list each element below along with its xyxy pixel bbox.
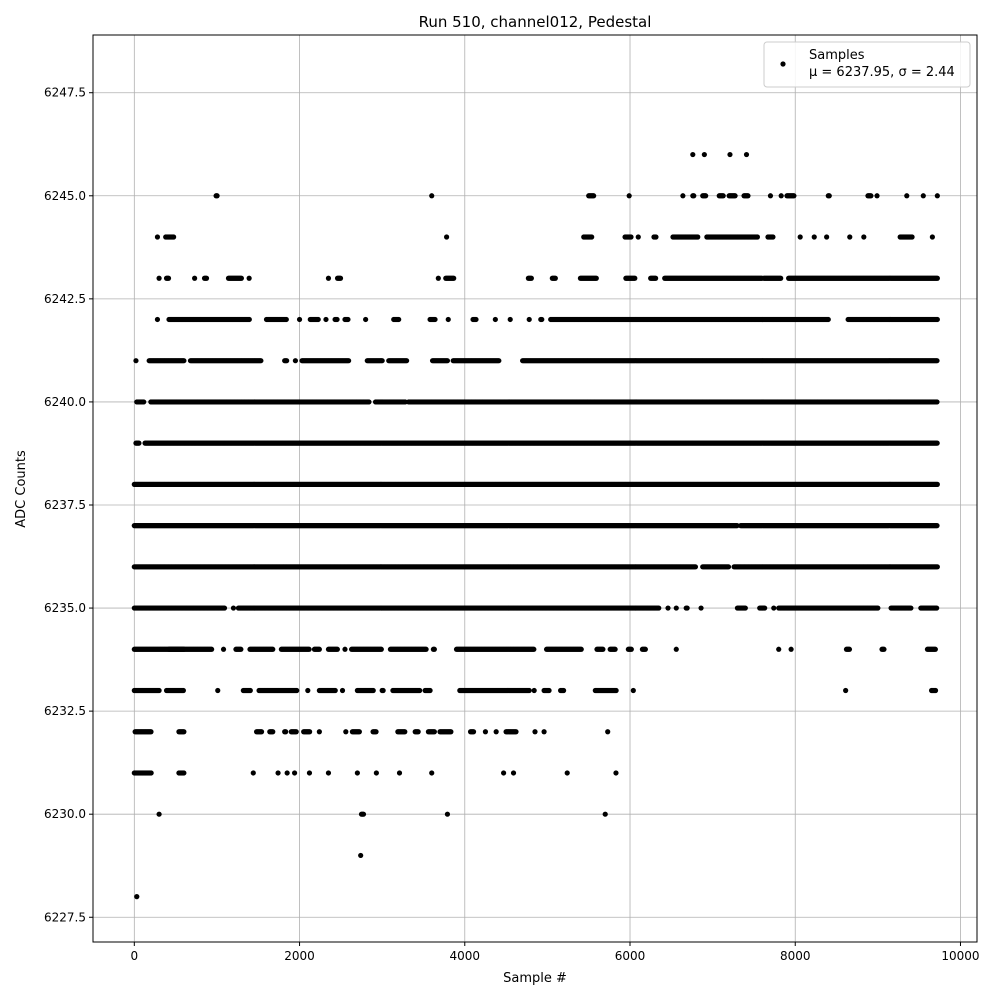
data-point xyxy=(396,316,402,323)
data-point xyxy=(246,316,252,323)
data-point xyxy=(323,316,329,323)
data-point xyxy=(680,193,686,199)
data-point xyxy=(727,151,733,158)
data-point xyxy=(847,234,853,240)
data-point xyxy=(156,275,162,281)
data-point xyxy=(203,275,210,281)
data-point xyxy=(934,523,940,529)
data-point xyxy=(429,193,435,199)
data-point xyxy=(445,316,451,323)
data-point xyxy=(791,193,797,199)
data-point xyxy=(934,316,940,323)
data-point xyxy=(635,234,641,240)
data-point xyxy=(192,275,198,281)
data-point xyxy=(492,316,498,323)
data-point xyxy=(136,440,142,446)
data-point xyxy=(133,358,139,364)
data-point xyxy=(874,193,880,199)
data-point xyxy=(589,234,595,240)
data-point xyxy=(246,275,252,281)
data-point xyxy=(284,358,290,364)
data-point xyxy=(695,234,701,240)
data-point xyxy=(632,275,638,281)
data-point xyxy=(283,316,289,323)
data-point xyxy=(934,399,940,405)
data-point xyxy=(691,193,697,199)
data-point xyxy=(539,316,545,323)
data-point xyxy=(824,234,830,240)
data-point xyxy=(825,316,831,323)
data-point xyxy=(296,316,303,323)
data-point xyxy=(745,193,751,199)
data-point xyxy=(345,316,351,323)
data-point xyxy=(653,234,659,240)
data-point xyxy=(404,358,410,364)
data-point xyxy=(868,193,874,199)
data-point xyxy=(720,193,726,199)
data-point xyxy=(292,358,299,364)
data-point xyxy=(934,358,940,364)
data-point xyxy=(334,316,340,323)
data-point xyxy=(797,234,803,240)
data-point xyxy=(701,151,707,158)
data-point xyxy=(909,234,915,240)
data-point xyxy=(258,358,264,364)
data-point xyxy=(653,275,659,281)
data-point xyxy=(363,316,369,323)
data-point xyxy=(444,358,451,364)
data-point xyxy=(526,316,532,323)
data-point xyxy=(934,275,940,281)
data-point xyxy=(337,275,344,281)
data-point xyxy=(432,316,438,323)
data-point xyxy=(703,193,709,199)
data-point xyxy=(934,193,940,199)
data-point xyxy=(154,316,161,323)
data-point xyxy=(593,275,599,281)
data-point xyxy=(934,440,940,446)
data-point xyxy=(552,275,558,281)
data-points xyxy=(131,151,940,900)
data-point xyxy=(325,275,332,281)
data-point xyxy=(496,358,502,364)
data-point xyxy=(767,193,774,199)
data-point xyxy=(366,399,372,405)
data-point xyxy=(238,275,244,281)
data-point xyxy=(628,234,634,240)
data-point xyxy=(778,193,784,199)
data-point xyxy=(861,234,867,240)
data-point xyxy=(626,193,632,199)
data-point xyxy=(141,399,147,405)
data-point xyxy=(904,193,910,199)
data-point xyxy=(507,316,513,323)
data-point xyxy=(346,358,352,364)
data-point xyxy=(826,193,832,199)
data-point xyxy=(435,275,441,281)
data-point xyxy=(929,234,935,240)
data-point xyxy=(451,275,457,281)
grid-layer xyxy=(93,35,977,942)
data-point xyxy=(473,316,479,323)
data-point xyxy=(920,193,926,199)
data-point xyxy=(754,234,761,240)
data-point xyxy=(379,358,385,364)
data-point xyxy=(165,275,172,281)
data-point xyxy=(690,151,696,158)
data-point xyxy=(732,193,738,199)
data-point xyxy=(214,193,220,199)
data-point xyxy=(934,481,940,487)
data-point xyxy=(444,234,450,240)
data-point xyxy=(591,193,597,199)
data-point xyxy=(181,358,187,364)
data-point xyxy=(154,234,161,240)
data-point xyxy=(743,151,750,158)
data-point xyxy=(778,275,784,281)
data-point xyxy=(528,275,534,281)
data-point xyxy=(770,234,776,240)
data-point xyxy=(171,234,177,240)
data-point xyxy=(315,316,321,323)
data-point xyxy=(811,234,817,240)
